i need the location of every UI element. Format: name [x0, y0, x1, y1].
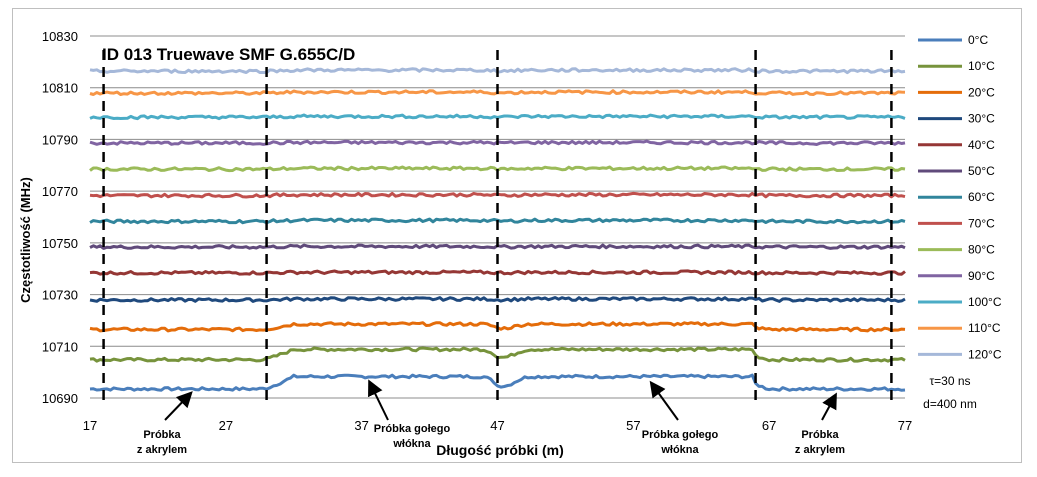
- d-note: d=400 nm: [923, 397, 977, 411]
- x-tick-label: 57: [626, 418, 640, 433]
- annotation-line1: Próbka gołego: [374, 423, 451, 435]
- x-tick-label: 17: [83, 418, 97, 433]
- annotation-line2: włókna: [660, 444, 699, 456]
- annotation-arrow: [649, 380, 679, 421]
- chart-frame: [12, 8, 1022, 463]
- annotation-line1: Próbka gołego: [642, 429, 719, 441]
- x-tick-label: 37: [354, 418, 368, 433]
- legend-label: 70°C: [968, 216, 995, 230]
- annotation-arrow: [164, 391, 193, 421]
- series-line-30c: [89, 296, 906, 303]
- legend-label: 110°C: [968, 321, 1001, 335]
- annotation-line2: włókna: [392, 438, 431, 450]
- legend: 0°C 10°C 20°C 30°C 40°C 50°C 60°C 70°C 80°C 90°C 1…: [918, 33, 1002, 361]
- annotation-arrow: [368, 379, 389, 421]
- y-tick-label: 10810: [42, 81, 78, 96]
- legend-label: 60°C: [968, 190, 995, 204]
- annotation-arrow: [821, 392, 837, 421]
- legend-label: 10°C: [968, 59, 995, 73]
- tau-note: τ=30 ns: [929, 374, 970, 388]
- y-tick-label: 10690: [42, 391, 78, 406]
- y-tick-label: 10790: [42, 132, 78, 147]
- x-tick-label: 77: [898, 418, 912, 433]
- legend-label: 80°C: [968, 243, 995, 257]
- legend-label: 0°C: [968, 33, 988, 47]
- x-tick-label: 27: [219, 418, 233, 433]
- legend-label: 120°C: [968, 347, 1002, 361]
- legend-label: 50°C: [968, 164, 995, 178]
- y-axis-label: Częstotliwość (MHz): [18, 177, 33, 303]
- series-line-0c: [89, 373, 906, 392]
- series-line-100c: [89, 113, 906, 121]
- y-tick-label: 10730: [42, 288, 78, 303]
- y-tick-label: 10830: [42, 29, 78, 44]
- x-axis-label: Długość próbki (m): [436, 442, 564, 458]
- segment-dividers: [102, 50, 893, 404]
- y-axis-ticks: 10690 10710 10730 10750 10770 10790 10810 10830: [42, 29, 78, 406]
- annotation-line2: z akrylem: [795, 444, 845, 456]
- annotations: Próbka z akrylem Próbka gołego włókna Próbka…: [137, 379, 845, 456]
- annotation-line1: Próbka: [143, 429, 181, 441]
- legend-label: 20°C: [968, 85, 995, 99]
- x-tick-label: 47: [490, 418, 504, 433]
- y-tick-label: 10750: [42, 236, 78, 251]
- legend-label: 100°C: [968, 295, 1002, 309]
- x-axis-ticks: 17 27 37 47 57 67 77: [83, 418, 912, 433]
- legend-label: 30°C: [968, 112, 995, 126]
- y-tick-label: 10770: [42, 184, 78, 199]
- legend-label: 40°C: [968, 138, 995, 152]
- annotation-line2: z akrylem: [137, 444, 187, 456]
- y-tick-label: 10710: [42, 339, 78, 354]
- x-tick-label: 67: [762, 418, 776, 433]
- legend-label: 90°C: [968, 269, 995, 283]
- chart-title: ID 013 Truewave SMF G.655C/D: [102, 45, 355, 64]
- annotation-line1: Próbka: [801, 429, 839, 441]
